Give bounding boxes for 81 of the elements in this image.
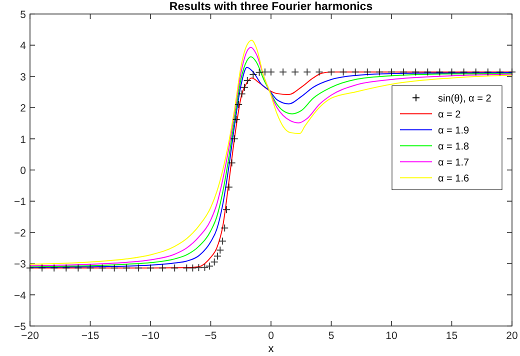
legend-label: α = 1.9 xyxy=(438,125,470,136)
point xyxy=(26,264,34,272)
point xyxy=(50,264,58,272)
point xyxy=(351,68,360,76)
point xyxy=(291,68,300,76)
point xyxy=(194,264,203,272)
legend-label: α = 1.6 xyxy=(438,173,470,184)
point xyxy=(200,263,209,272)
point xyxy=(508,68,516,76)
point xyxy=(484,68,492,76)
point xyxy=(62,264,70,272)
point xyxy=(228,158,236,167)
legend-label: α = 1.8 xyxy=(438,141,470,152)
point xyxy=(249,70,258,79)
x-axis-title: x xyxy=(268,343,274,355)
point xyxy=(234,100,243,108)
point xyxy=(339,68,348,76)
point xyxy=(232,115,240,124)
point xyxy=(448,68,456,76)
point xyxy=(315,68,324,76)
point xyxy=(98,264,106,272)
point xyxy=(86,264,94,272)
x-tick-label: −15 xyxy=(81,330,100,342)
point xyxy=(110,264,118,272)
y-tick-label: −3 xyxy=(14,258,26,271)
y-tick-label: −1 xyxy=(14,196,26,208)
y-tick-label: 4 xyxy=(20,40,26,52)
y-tick-label: 5 xyxy=(20,9,26,21)
point xyxy=(122,264,130,272)
point xyxy=(496,68,504,76)
point xyxy=(436,68,444,76)
point xyxy=(375,68,384,76)
y-tick-label: −2 xyxy=(14,227,26,240)
y-tick-label: −4 xyxy=(14,290,26,302)
x-tick-label: 0 xyxy=(268,330,274,342)
point xyxy=(267,68,275,76)
y-tick-label: 0 xyxy=(20,165,26,177)
point xyxy=(74,264,82,272)
point xyxy=(460,68,468,76)
point xyxy=(400,68,408,76)
point xyxy=(230,134,238,143)
point xyxy=(218,237,226,246)
point xyxy=(134,264,142,272)
point xyxy=(363,68,372,76)
x-tick-label: −5 xyxy=(204,330,217,342)
point xyxy=(279,68,288,76)
point xyxy=(472,68,480,76)
point xyxy=(170,264,179,272)
legend-label: sin(θ), α = 2 xyxy=(438,93,492,104)
point xyxy=(220,224,229,232)
point xyxy=(224,183,233,192)
point xyxy=(255,68,264,76)
point xyxy=(206,262,214,270)
x-tick-label: 15 xyxy=(446,330,458,342)
x-tick-label: −20 xyxy=(21,330,40,342)
point xyxy=(214,252,222,260)
point xyxy=(210,258,218,266)
point xyxy=(424,68,432,76)
point xyxy=(412,68,420,76)
x-tick-label: −10 xyxy=(142,330,160,342)
chart-title: Results with three Fourier harmonics xyxy=(169,1,373,13)
point xyxy=(38,264,46,272)
point xyxy=(146,264,154,272)
y-tick-label: 2 xyxy=(20,102,26,115)
point xyxy=(303,68,312,76)
x-tick-label: 10 xyxy=(386,330,398,342)
legend-label: α = 1.7 xyxy=(438,157,470,168)
point xyxy=(216,246,224,254)
point xyxy=(243,76,252,84)
x-tick-label: 5 xyxy=(328,330,334,342)
x-tick-label: 20 xyxy=(506,330,518,342)
point xyxy=(158,264,167,272)
point xyxy=(240,83,248,92)
y-tick-label: 1 xyxy=(20,134,26,146)
legend-label: α = 2 xyxy=(438,109,462,120)
point xyxy=(388,68,396,76)
point xyxy=(238,90,246,98)
y-tick-label: −5 xyxy=(14,321,26,333)
point xyxy=(327,68,336,76)
point xyxy=(222,206,231,214)
y-tick-label: 3 xyxy=(20,71,26,84)
